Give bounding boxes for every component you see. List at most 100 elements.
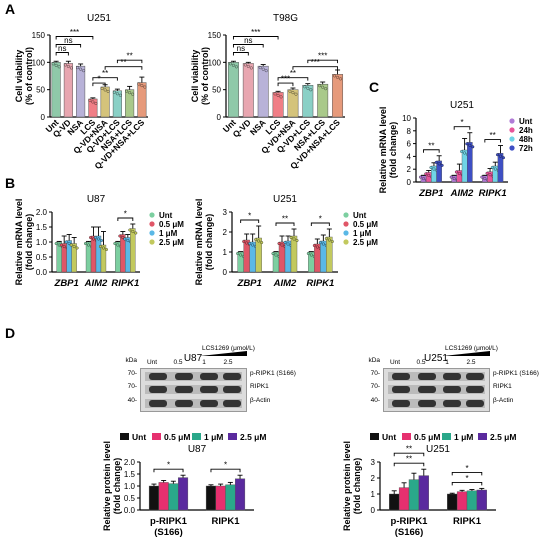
- chart-a-t98g-ylabel: (% of control): [200, 47, 210, 105]
- chart-d-u87-bar: [234, 478, 246, 511]
- chart-d-u87-title: U87: [188, 444, 207, 455]
- replicate-point: [333, 74, 337, 78]
- chart-b-u87-ytick-label: 2.0: [36, 208, 48, 217]
- replicate-point: [277, 242, 281, 245]
- chart-d-u87-legend-label: 0.5 μM: [164, 432, 190, 442]
- replicate-point: [261, 67, 265, 71]
- chart-d-u87-bar: [215, 485, 226, 511]
- chart-b-u251-sig-label: **: [282, 215, 288, 224]
- replicate-point: [289, 236, 293, 239]
- chart-d-u87-legend-marker: [120, 433, 129, 440]
- chart-d-u251-xtick-label: p-RIPK1: [391, 516, 429, 527]
- replicate-point: [91, 100, 95, 104]
- chart-b-u87-legend-label: 2.5 μM: [159, 238, 184, 247]
- replicate-point: [69, 243, 73, 247]
- chart-d-u251-ytick-label: 1: [371, 490, 376, 499]
- replicate-point: [121, 236, 125, 239]
- chart-d-u87-ytick-label: 0.0: [124, 506, 136, 515]
- blot-u251-band-label: β-Actin: [493, 397, 514, 404]
- replicate-point: [118, 234, 122, 238]
- blot-u251-dose-wedge-icon: [443, 351, 490, 356]
- replicate-point: [303, 85, 307, 89]
- replicate-point: [75, 246, 79, 250]
- replicate-point: [100, 239, 103, 242]
- replicate-point: [100, 86, 104, 90]
- replicate-point: [465, 142, 469, 146]
- replicate-point: [286, 242, 290, 246]
- replicate-point: [315, 245, 319, 249]
- chart-c-u251-bar: [467, 142, 473, 183]
- chart-a-u251-bar: [76, 65, 86, 118]
- replicate-point: [321, 85, 325, 89]
- blot-u87-band-label: RIPK1: [250, 383, 269, 390]
- chart-d-u87-bar: [148, 485, 160, 511]
- chart-b-u251-legend-label: 0.5 μM: [353, 220, 378, 229]
- replicate-point: [306, 86, 310, 90]
- chart-a-u251-ytick-label: 100: [32, 58, 46, 67]
- replicate-point: [82, 69, 86, 73]
- replicate-point: [493, 167, 497, 171]
- replicate-point: [480, 175, 484, 179]
- replicate-point: [468, 143, 472, 147]
- chart-d-u87-ytick-label: 1.5: [124, 470, 136, 479]
- panel-label-d: D: [5, 325, 15, 341]
- panel-label-b: B: [5, 175, 15, 191]
- replicate-point: [131, 92, 135, 96]
- replicate-point: [87, 243, 90, 247]
- replicate-point: [295, 239, 299, 242]
- chart-a-t98g-sig-bracket: [292, 66, 339, 70]
- chart-d-u251-xtick-label: RIPK1: [453, 516, 482, 527]
- chart-b-u87-ytick-label: 1.0: [36, 238, 48, 247]
- replicate-point: [440, 163, 444, 167]
- replicate-point: [231, 63, 235, 67]
- chart-a-t98g-ytick-label: 100: [208, 58, 222, 67]
- chart-a-u251-sig-bracket: [55, 36, 94, 40]
- panel-label-c: C: [369, 79, 379, 95]
- replicate-point: [312, 244, 316, 247]
- chart-b-u87-ytick-label: 0.5: [36, 253, 48, 262]
- chart-a-t98g-bar: [332, 74, 344, 118]
- blot-u87-band-label: β-Actin: [250, 397, 271, 404]
- blot-u87-kda-label: 40-: [128, 397, 137, 404]
- replicate-point: [54, 63, 58, 67]
- blot-u87-kda-label: 70-: [128, 370, 137, 377]
- blot-u87-lane-label: Unt: [147, 359, 157, 366]
- chart-c-u251-title: U251: [450, 100, 474, 111]
- replicate-point: [429, 166, 433, 169]
- replicate-point: [502, 156, 505, 160]
- chart-c-u251-xtick-label: AIM2: [450, 188, 474, 199]
- chart-b-u251-sig-bracket: [275, 222, 295, 226]
- replicate-point: [449, 175, 453, 179]
- chart-b-u251-legend-marker: [343, 212, 349, 218]
- blot-u251-band-label: p-RIPK1 (S166): [493, 370, 539, 377]
- replicate-point: [116, 243, 120, 247]
- replicate-point: [276, 93, 280, 97]
- replicate-point: [76, 66, 80, 70]
- replicate-point: [291, 91, 295, 95]
- chart-b-u87-legend-marker: [149, 221, 155, 227]
- chart-d-u87-sig-label: *: [167, 461, 170, 470]
- chart-d-u251-sig-label: *: [465, 474, 468, 483]
- blot-u251-lane-label: 0.5: [416, 359, 425, 366]
- replicate-point: [248, 242, 252, 245]
- replicate-point: [460, 150, 464, 153]
- replicate-point: [118, 93, 122, 97]
- chart-a-t98g-sig-label: ***: [318, 52, 327, 61]
- chart-b-u87-ytick-label: 1.5: [36, 223, 48, 232]
- chart-c-u251-ytick-label: 10: [402, 114, 411, 123]
- chart-a-u251-sig-label: ns: [64, 36, 72, 45]
- chart-b-u87-ylabel: (fold change): [24, 214, 34, 271]
- chart-c-u251-sig-label: **: [428, 141, 434, 150]
- chart-d-u87-xtick-label: (S166): [154, 527, 183, 538]
- chart-d-u87-legend-marker: [192, 433, 201, 440]
- chart-c-u251-ytick-label: 6: [407, 140, 412, 149]
- chart-d-u251-bar: [476, 489, 487, 511]
- chart-b-u251-legend-label: 2.5 μM: [353, 238, 378, 247]
- replicate-point: [254, 238, 258, 241]
- chart-a-t98g-bar: [257, 65, 269, 118]
- chart-c-u251-legend-label: 24h: [519, 126, 533, 135]
- chart-d-u87-ytick-label: 0.5: [124, 494, 136, 503]
- chart-b-u87-legend-marker: [149, 230, 155, 236]
- chart-d-u251-legend-label: Unt: [382, 432, 396, 442]
